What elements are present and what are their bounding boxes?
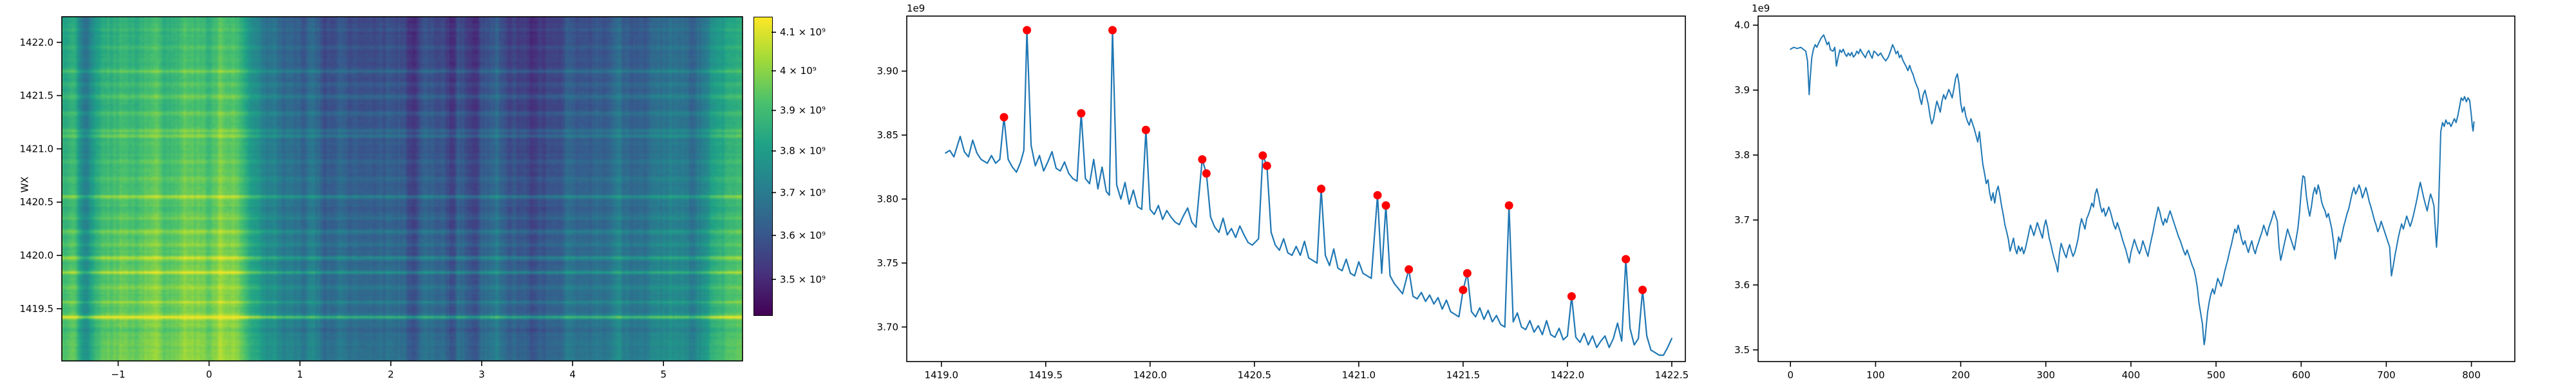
spectrum-line (945, 29, 1672, 356)
timeseries-x-tick-label: 0 (1787, 369, 1794, 381)
spectrum-x-tick-label: 1420.0 (1133, 369, 1168, 381)
heatmap-x-tick-label: 5 (660, 369, 667, 380)
timeseries-x-tick-label: 600 (2292, 369, 2311, 381)
spectrum-peak-marker (1108, 26, 1117, 35)
spectrum-peak-marker (1198, 155, 1207, 164)
spectrum-peak-marker (1405, 265, 1414, 274)
timeseries-x-tick-label: 400 (2122, 369, 2141, 381)
spectrum-peak-marker (999, 113, 1009, 122)
spectrum-y-tick-label: 3.85 (877, 129, 898, 141)
spectrum-peak-marker (1202, 169, 1211, 178)
heatmap-y-tick-label: 1421.5 (20, 90, 54, 102)
timeseries-y-tick-label: 3.8 (1734, 149, 1750, 161)
spectrum-x-tick-label: 1422.0 (1551, 369, 1585, 381)
spectrum-peak-marker (1622, 255, 1631, 264)
spectrum-peak-marker (1258, 151, 1267, 160)
spectrum-y-tick-label: 3.90 (877, 66, 898, 77)
heatmap-y-tick-label: 1419.5 (20, 303, 54, 315)
spectrum-peak-marker (1141, 125, 1150, 134)
colorbar-tick-label: 4.1 × 10⁹ (780, 26, 826, 38)
timeseries-y-tick-label: 3.5 (1734, 344, 1750, 356)
heatmap-y-tick-label: 1420.5 (20, 196, 54, 208)
spectrum-peak-marker (1463, 269, 1472, 278)
spectrum-peak-marker (1262, 161, 1271, 170)
heatmap-x-tick-label: −1 (111, 369, 125, 380)
spectrum-x-tick-label: 1421.5 (1446, 369, 1481, 381)
spectrum-peak-marker (1077, 109, 1086, 118)
spectrum-spines (906, 15, 1686, 362)
timeseries-x-tick-label: 800 (2462, 369, 2481, 381)
spectrum-x-tick-label: 1421.0 (1342, 369, 1376, 381)
spectrum-y-tick-label: 3.70 (877, 321, 898, 333)
timeseries-y-tick-label: 3.9 (1734, 84, 1750, 96)
colorbar-tick-label: 4 × 10⁹ (780, 65, 817, 77)
spectrum-peak-marker (1638, 286, 1647, 295)
timeseries-line (1790, 34, 2475, 345)
heatmap-y-tick-label: 1421.0 (20, 143, 54, 154)
colorbar-tick-label: 3.6 × 10⁹ (780, 230, 826, 241)
colorbar-tick-label: 3.5 × 10⁹ (780, 273, 826, 285)
timeseries-x-tick-label: 200 (1951, 369, 1970, 381)
spectrum-peak-marker (1373, 190, 1382, 199)
timeseries-y-tick-label: 3.6 (1734, 279, 1750, 291)
spectrum-x-tick-label: 1420.5 (1238, 369, 1272, 381)
timeseries-x-tick-label: 700 (2377, 369, 2396, 381)
spectrum-peak-marker (1504, 201, 1513, 210)
heatmap-x-tick-label: 3 (478, 369, 485, 380)
heatmap-x-tick-label: 2 (388, 369, 394, 380)
spectrum-peak-marker (1459, 286, 1468, 295)
heatmap-x-tick-label: 0 (206, 369, 213, 380)
spectrum-y-tick-label: 3.75 (877, 257, 898, 269)
timeseries-y-tick-label: 4.0 (1734, 19, 1750, 31)
spectrum-x-tick-label: 1419.0 (925, 369, 959, 381)
colorbar-tick-label: 3.9 × 10⁹ (780, 105, 826, 116)
heatmap-x-tick-label: 4 (569, 369, 576, 380)
heatmap-y-tick-label: 1422.0 (20, 37, 54, 48)
timeseries-y-tick-label: 3.7 (1734, 214, 1750, 226)
colorbar (753, 17, 773, 316)
spectrum-peak-marker (1023, 26, 1032, 35)
colorbar-tick-label: 3.7 × 10⁹ (780, 187, 826, 198)
timeseries-x-tick-label: 100 (1866, 369, 1885, 381)
heatmap-y-tick-label: 1420.0 (20, 250, 54, 261)
colorbar-tick-label: 3.8 × 10⁹ (780, 145, 826, 157)
heatmap-x-tick-label: 1 (297, 369, 303, 380)
timeseries-x-tick-label: 500 (2207, 369, 2226, 381)
spectrum-peak-marker (1381, 201, 1390, 210)
spectrum-offset-label: 1e9 (907, 3, 925, 14)
timeseries-x-tick-label: 300 (2036, 369, 2055, 381)
heatmap-spines (61, 16, 743, 362)
spectrum-peak-marker (1567, 292, 1576, 301)
timeseries-offset-label: 1e9 (1752, 3, 1770, 14)
spectrum-y-tick-label: 3.80 (877, 193, 898, 205)
spectrum-x-tick-label: 1422.5 (1655, 369, 1689, 381)
spectrum-x-tick-label: 1419.5 (1029, 369, 1063, 381)
timeseries-spines (1757, 15, 2515, 362)
spectrum-peak-marker (1317, 185, 1326, 193)
heatmap-ylabel: WX (19, 176, 31, 193)
